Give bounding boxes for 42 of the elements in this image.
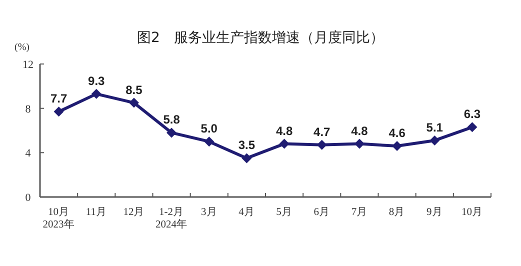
point <box>392 141 402 152</box>
y-tick-label: 4 <box>25 148 32 160</box>
data-label: 4.6 <box>388 126 406 140</box>
point <box>467 122 478 132</box>
x-tick-label: 10月 <box>461 206 483 218</box>
x-tick-label: 6月 <box>314 206 330 218</box>
data-label: 6.3 <box>464 107 481 122</box>
x-tick-label: 11月 <box>86 206 107 218</box>
x-tick-label: 3月 <box>201 206 218 218</box>
x-tick-label: 7月 <box>351 206 368 218</box>
point <box>316 140 327 150</box>
data-label: 5.1 <box>426 120 444 134</box>
data-label: 4.7 <box>314 124 331 139</box>
y-tick-label: 0 <box>25 192 32 204</box>
y-tick-label: 12 <box>22 59 34 71</box>
x-tick-label: 4月 <box>238 206 255 218</box>
point <box>91 88 102 99</box>
data-label: 5.8 <box>163 112 180 127</box>
y-axis-title: (%) <box>14 42 30 53</box>
point <box>128 98 139 108</box>
y-tick-label: 8 <box>25 103 32 116</box>
x-tick-label: 12月 <box>123 206 145 218</box>
x-tick-label: 5月 <box>276 206 292 218</box>
point <box>166 128 177 138</box>
data-label: 5.0 <box>200 122 218 136</box>
point <box>279 138 290 149</box>
point <box>54 106 64 117</box>
data-label: 8.5 <box>126 82 143 97</box>
point <box>204 136 214 147</box>
point <box>430 135 440 146</box>
x-tick-label: 9月 <box>426 206 443 218</box>
data-label: 4.8 <box>276 124 293 138</box>
chart-title: 图2 服务业生产指数增速（月度同比） <box>137 30 384 46</box>
x-tick-label: 10月 2023年 <box>42 206 75 231</box>
data-label: 4.8 <box>351 124 368 138</box>
point <box>354 138 364 149</box>
x-tick-label: 8月 <box>388 206 406 218</box>
data-label: 9.3 <box>88 74 106 88</box>
data-label: 7.7 <box>50 92 68 106</box>
point <box>242 153 252 164</box>
data-label: 3.5 <box>238 138 256 152</box>
x-tick-label: 1-2月 2024年 <box>156 206 188 231</box>
